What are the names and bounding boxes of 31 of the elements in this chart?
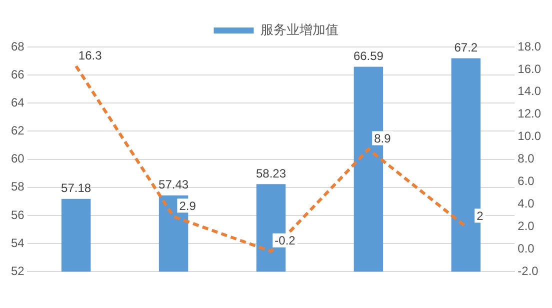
legend-label: 服务业增加值: [260, 22, 338, 38]
data-label: 58.23: [256, 166, 286, 180]
data-label: 16.3: [78, 48, 102, 62]
y2-tick-label: 10.0: [518, 129, 542, 144]
y2-tick-label: 18.0: [518, 39, 542, 54]
y-tick-label: 56: [10, 208, 25, 222]
data-label: 57.43: [158, 178, 189, 192]
data-label: 67.2: [454, 40, 478, 55]
y2-tick-label: 6.0: [518, 174, 535, 188]
y-tick-label: 58: [10, 180, 25, 194]
y-tick-label: 68: [10, 39, 25, 54]
y-tick-label: 66: [10, 67, 25, 82]
data-label: 66.59: [353, 49, 384, 64]
y2-tick-label: 8.0: [518, 152, 535, 166]
data-label: 2.9: [179, 198, 196, 213]
y2-tick-label: 16.0: [518, 62, 542, 76]
y2-tick-label: 12.0: [518, 106, 542, 121]
y2-tick-label: 2.0: [518, 218, 535, 233]
data-label: 2: [476, 208, 484, 223]
y2-tick-label: 4.0: [518, 196, 535, 211]
y-tick-label: 60: [10, 152, 25, 166]
y-tick-label: 54: [10, 236, 25, 250]
y2-tick-label: 14.0: [518, 84, 542, 98]
y2-tick-label: 0.0: [518, 241, 535, 256]
y-tick-label: 62: [10, 124, 25, 138]
data-label: -0.2: [274, 234, 296, 248]
y-tick-label: 52: [10, 264, 25, 278]
data-label: 57.18: [61, 181, 92, 196]
y2-tick-label: -2.0: [518, 264, 539, 278]
data-label: 8.9: [374, 132, 392, 146]
y-tick-label: 64: [10, 95, 25, 110]
